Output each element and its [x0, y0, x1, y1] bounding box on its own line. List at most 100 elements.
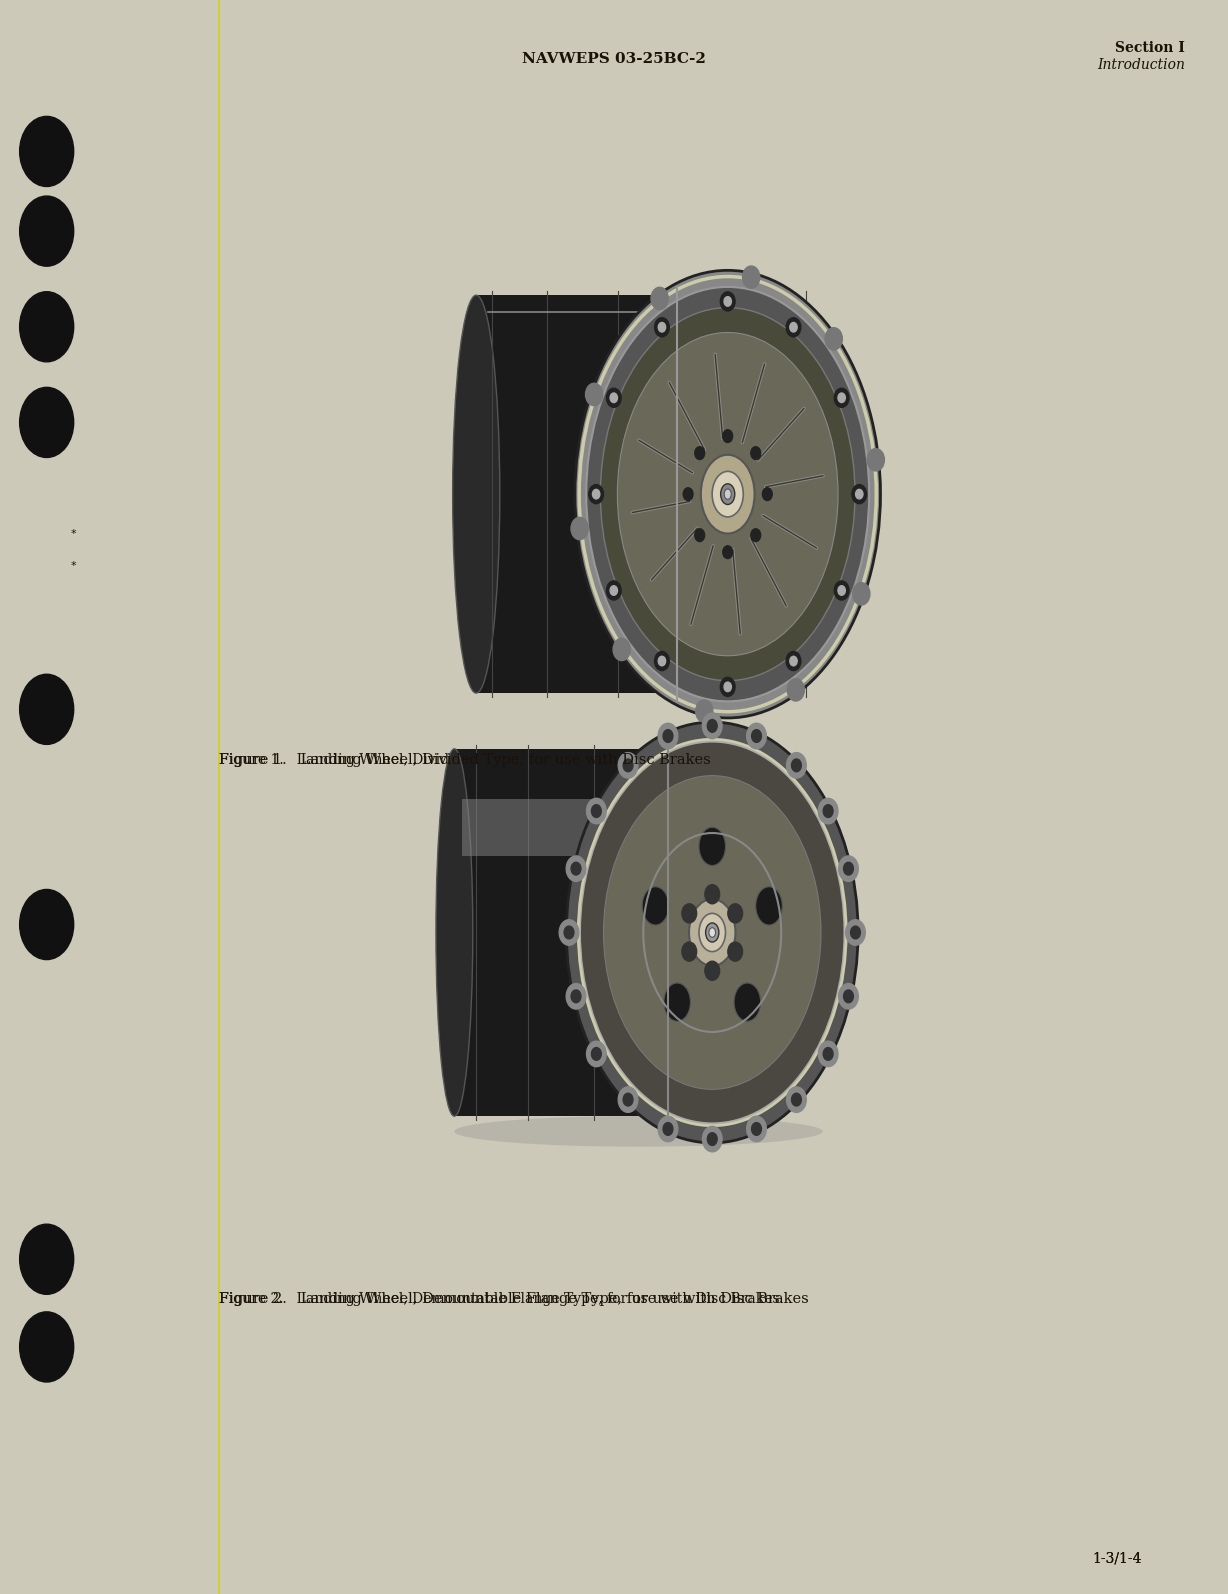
Ellipse shape — [618, 333, 837, 655]
Text: 1-3/1-4: 1-3/1-4 — [1093, 1553, 1142, 1565]
Circle shape — [571, 990, 581, 1003]
Text: Figure 1.   Landing Wheel, Divided Type, for use with Disc Brakes: Figure 1. Landing Wheel, Divided Type, f… — [219, 754, 710, 767]
Ellipse shape — [699, 913, 726, 952]
Circle shape — [658, 657, 666, 666]
Circle shape — [20, 196, 74, 266]
Circle shape — [721, 292, 736, 311]
Circle shape — [566, 983, 586, 1009]
Circle shape — [837, 394, 845, 403]
Text: Figure 2.   Landing Wheel, Demountable Flange Type, for use with Disc Brakes: Figure 2. Landing Wheel, Demountable Fla… — [219, 1293, 780, 1305]
Circle shape — [695, 700, 712, 722]
Text: Introduction: Introduction — [1097, 59, 1185, 72]
Polygon shape — [476, 295, 677, 693]
Circle shape — [655, 652, 669, 671]
Text: Figure 1.   Landing Wheel, Divided Type, for use with Disc Brakes: Figure 1. Landing Wheel, Divided Type, f… — [219, 754, 686, 767]
Ellipse shape — [712, 472, 743, 516]
Ellipse shape — [701, 454, 754, 534]
Circle shape — [818, 799, 837, 824]
Circle shape — [623, 1093, 632, 1106]
Circle shape — [683, 488, 693, 501]
Circle shape — [825, 328, 842, 351]
Circle shape — [663, 730, 673, 743]
Circle shape — [834, 389, 849, 408]
Circle shape — [844, 990, 853, 1003]
Circle shape — [695, 529, 705, 542]
Circle shape — [750, 529, 760, 542]
Circle shape — [20, 889, 74, 960]
Ellipse shape — [453, 295, 500, 693]
Circle shape — [852, 583, 869, 606]
Circle shape — [663, 1122, 673, 1135]
Circle shape — [837, 585, 845, 595]
Ellipse shape — [586, 287, 869, 701]
Circle shape — [682, 942, 696, 961]
Circle shape — [592, 489, 599, 499]
Circle shape — [834, 580, 849, 599]
Text: 1-3/1-4: 1-3/1-4 — [1093, 1553, 1142, 1565]
Circle shape — [750, 446, 760, 459]
Circle shape — [20, 387, 74, 457]
Circle shape — [618, 1087, 637, 1113]
Circle shape — [607, 389, 621, 408]
Circle shape — [702, 713, 722, 738]
Circle shape — [725, 682, 732, 692]
Circle shape — [707, 1133, 717, 1146]
Circle shape — [846, 920, 866, 945]
Text: *: * — [71, 529, 76, 539]
Ellipse shape — [709, 928, 716, 937]
Circle shape — [844, 862, 853, 875]
Circle shape — [682, 904, 696, 923]
Circle shape — [823, 1047, 833, 1060]
Circle shape — [743, 266, 760, 289]
Circle shape — [763, 488, 772, 501]
Ellipse shape — [689, 899, 736, 966]
Circle shape — [586, 383, 603, 405]
Ellipse shape — [699, 827, 726, 866]
Ellipse shape — [725, 489, 731, 499]
Circle shape — [20, 116, 74, 186]
Circle shape — [592, 805, 602, 818]
Ellipse shape — [721, 485, 734, 505]
Circle shape — [610, 585, 618, 595]
Ellipse shape — [566, 722, 858, 1143]
Polygon shape — [462, 799, 668, 856]
Circle shape — [818, 1041, 837, 1066]
Ellipse shape — [664, 983, 690, 1022]
Circle shape — [839, 983, 858, 1009]
Polygon shape — [454, 749, 668, 1116]
Circle shape — [695, 446, 705, 459]
Circle shape — [705, 961, 720, 980]
Circle shape — [787, 1087, 807, 1113]
Circle shape — [566, 856, 586, 881]
Text: Figure 2.   Landing Wheel, Demountable Flange Type, for use with Disc Brakes: Figure 2. Landing Wheel, Demountable Fla… — [219, 1293, 808, 1305]
Circle shape — [587, 1041, 607, 1066]
Circle shape — [839, 856, 858, 881]
Ellipse shape — [436, 749, 473, 1116]
Circle shape — [20, 1224, 74, 1294]
Circle shape — [728, 942, 743, 961]
Circle shape — [707, 719, 717, 732]
Ellipse shape — [734, 983, 760, 1022]
Ellipse shape — [642, 886, 669, 925]
Text: *: * — [71, 561, 76, 571]
Circle shape — [867, 448, 884, 470]
Circle shape — [723, 430, 733, 443]
Circle shape — [728, 904, 743, 923]
Ellipse shape — [580, 741, 845, 1124]
Circle shape — [856, 489, 863, 499]
Circle shape — [623, 759, 632, 771]
Circle shape — [20, 1312, 74, 1382]
Circle shape — [613, 638, 630, 660]
Circle shape — [607, 580, 621, 599]
Circle shape — [705, 885, 720, 904]
Circle shape — [658, 1116, 678, 1141]
Circle shape — [651, 287, 668, 309]
Circle shape — [786, 652, 801, 671]
Circle shape — [658, 322, 666, 332]
Circle shape — [747, 1116, 766, 1141]
Circle shape — [20, 292, 74, 362]
Ellipse shape — [755, 886, 782, 925]
Circle shape — [787, 752, 807, 778]
Circle shape — [588, 485, 603, 504]
Circle shape — [571, 862, 581, 875]
